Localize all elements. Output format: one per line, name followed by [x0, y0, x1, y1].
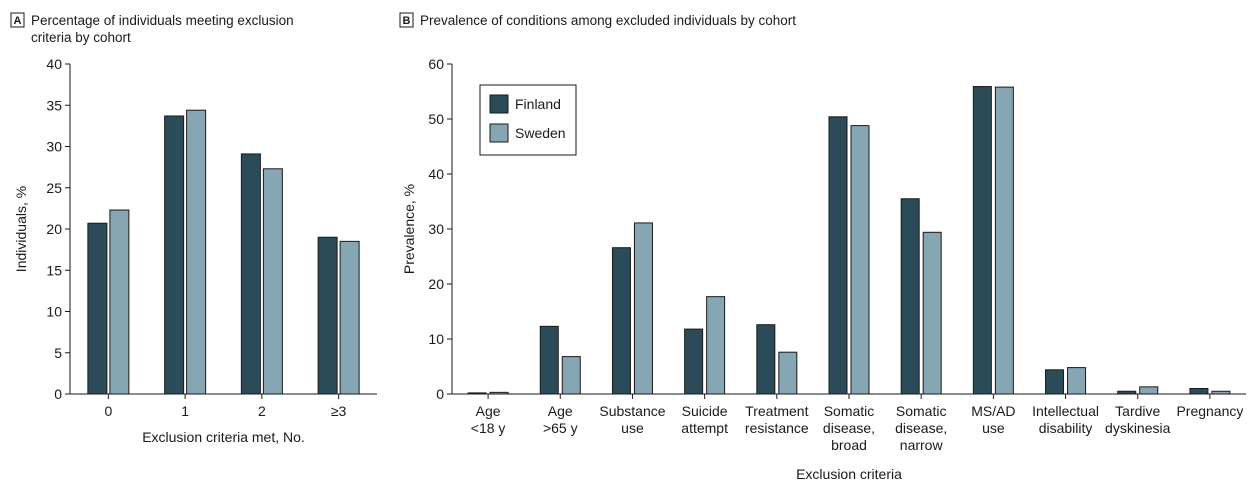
b-x-tick-label: disease,	[895, 420, 947, 436]
bar-sweden	[186, 109, 207, 395]
bar-sweden	[778, 351, 798, 395]
a-y-tick-label: 10	[46, 304, 62, 320]
bar-finland	[1045, 369, 1065, 395]
bar-finland	[87, 222, 108, 395]
b-y-tick-label: 0	[436, 386, 444, 402]
b-x-tick-label: narrow	[900, 437, 944, 453]
bar-finland	[756, 324, 776, 395]
bar-sweden	[994, 86, 1014, 395]
b-x-tick-label: >65 y	[543, 420, 578, 436]
legend-label-sweden: Sweden	[515, 125, 566, 141]
bar-finland	[972, 86, 992, 395]
bar-finland	[828, 116, 848, 395]
b-x-tick-label: resistance	[745, 420, 809, 436]
b-y-tick-label: 30	[428, 221, 444, 237]
panel-a-chart: 0 5 10 15 20 25 30 35 40 0 1 2 ≥3 Exclusion criteri…	[13, 56, 377, 445]
b-x-tick-label: disability	[1039, 420, 1093, 436]
bar-sweden	[922, 231, 942, 395]
bar-sweden	[109, 209, 130, 395]
b-y-tick-label: 10	[428, 331, 444, 347]
b-x-tick-label: Pregnancy	[1176, 403, 1243, 419]
b-x-tick-label: Substance	[599, 403, 665, 419]
a-x-tick-label: 2	[258, 403, 266, 419]
bar-sweden	[561, 356, 581, 395]
panel-a-title-line-1: Percentage of individuals meeting exclus…	[31, 13, 294, 28]
b-x-tick-label: disease,	[823, 420, 875, 436]
b-x-tick-label: Treatment	[745, 403, 808, 419]
bar-sweden	[850, 125, 870, 395]
panel-b-y-ticks: 0 10 20 30 40 50 60	[428, 56, 452, 402]
a-y-tick-label: 25	[46, 180, 62, 196]
panel-a-title-line-2: criteria by cohort	[31, 30, 131, 45]
panel-b-legend: Finland Sweden	[479, 84, 577, 156]
bar-finland	[539, 325, 559, 395]
a-x-tick-label: 1	[181, 403, 189, 419]
bar-sweden	[339, 240, 360, 395]
panel-b-letter-box	[399, 12, 414, 28]
a-y-tick-label: 20	[46, 221, 62, 237]
panel-a-x-axis-label: Exclusion criteria met, No.	[142, 429, 305, 445]
b-x-tick-label: <18 y	[471, 420, 506, 436]
panel-a-header: A Percentage of individuals meeting excl…	[10, 12, 294, 45]
bar-sweden	[706, 296, 726, 395]
panel-b-bars	[467, 86, 1231, 395]
a-x-tick-label: ≥3	[331, 403, 347, 419]
b-x-tick-label: Somatic	[824, 403, 875, 419]
legend-swatch-finland	[489, 94, 509, 114]
b-y-tick-label: 60	[428, 56, 444, 72]
bar-finland	[164, 115, 185, 395]
a-y-tick-label: 5	[54, 345, 62, 361]
panel-b-title: Prevalence of conditions among excluded …	[420, 13, 796, 28]
b-x-tick-label: Age	[476, 403, 501, 419]
b-x-tick-label: attempt	[681, 420, 728, 436]
bar-sweden	[1067, 367, 1087, 395]
a-x-tick-label: 0	[104, 403, 112, 419]
bar-finland	[317, 236, 338, 395]
b-x-tick-label: Suicide	[682, 403, 728, 419]
panel-b-header: B Prevalence of conditions among exclude…	[399, 12, 796, 28]
bar-sweden	[262, 168, 283, 395]
b-x-tick-label: Intellectual	[1032, 403, 1099, 419]
panel-a-letter: A	[14, 15, 22, 27]
bar-finland	[1189, 388, 1209, 395]
a-y-tick-label: 30	[46, 139, 62, 155]
bar-finland	[611, 247, 631, 395]
b-y-tick-label: 20	[428, 276, 444, 292]
bar-finland	[684, 328, 704, 395]
panel-a-x-ticks: 0 1 2 ≥3	[104, 394, 347, 419]
bar-finland	[240, 153, 261, 395]
panel-b-x-axis-label: Exclusion criteria	[796, 466, 902, 482]
a-y-tick-label: 35	[46, 97, 62, 113]
panel-b-y-axis-label: Prevalence, %	[401, 184, 417, 274]
b-y-tick-label: 40	[428, 166, 444, 182]
b-x-tick-label: dyskinesia	[1105, 420, 1171, 436]
b-x-tick-label: Age	[548, 403, 573, 419]
a-y-tick-label: 40	[46, 56, 62, 72]
panel-a-bars	[87, 109, 360, 395]
b-x-tick-label: MS/AD	[971, 403, 1015, 419]
bar-sweden	[633, 222, 653, 395]
panel-a-letter-box	[10, 12, 25, 28]
panel-a-y-ticks: 0 5 10 15 20 25 30 35 40	[46, 56, 70, 402]
b-y-tick-label: 50	[428, 111, 444, 127]
a-y-tick-label: 0	[54, 386, 62, 402]
legend-swatch-sweden	[489, 123, 509, 143]
panel-b-letter: B	[403, 15, 411, 27]
a-y-tick-label: 15	[46, 262, 62, 278]
b-x-tick-label: broad	[831, 437, 867, 453]
legend-label-finland: Finland	[515, 96, 561, 112]
bar-finland	[900, 198, 920, 395]
b-x-tick-label: use	[621, 420, 644, 436]
b-x-tick-label: use	[982, 420, 1005, 436]
bar-sweden	[1139, 386, 1159, 395]
b-x-tick-label: Somatic	[896, 403, 947, 419]
panel-a-y-axis-label: Individuals, %	[13, 186, 29, 272]
b-x-tick-label: Tardive	[1115, 403, 1160, 419]
